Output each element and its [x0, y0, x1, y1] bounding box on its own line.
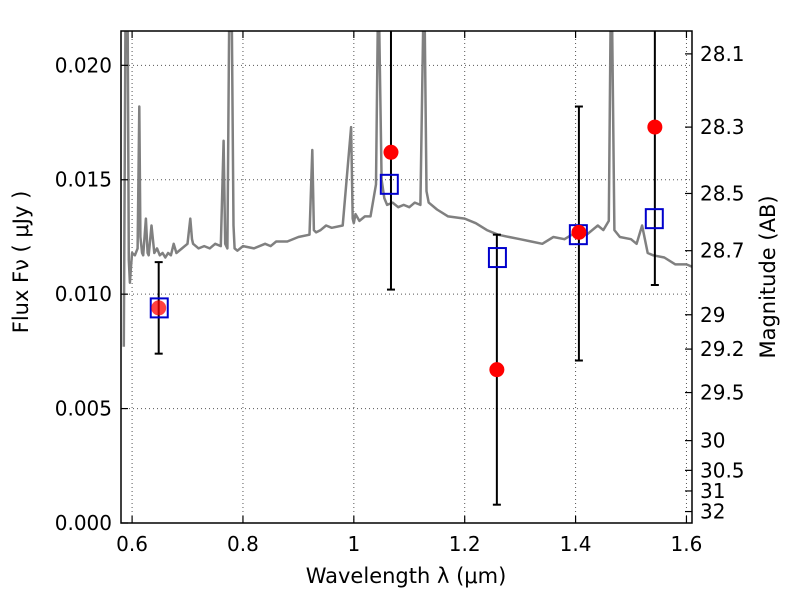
y-tick-label: 0.010 [55, 282, 112, 306]
y2-tick-label: 28.5 [700, 181, 745, 205]
y-tick-label: 0.015 [55, 168, 112, 192]
x-tick-label: 1.6 [671, 532, 703, 556]
spectrum-line [122, 31, 692, 347]
y-tick-label: 0.000 [55, 511, 112, 535]
y-tick-label: 0.005 [55, 397, 112, 421]
x-axis-title: Wavelength λ (μm) [306, 564, 507, 588]
model-square-point [644, 208, 664, 230]
y-tick-label: 0.020 [55, 53, 112, 77]
observed-point [571, 224, 587, 240]
axes: 0.6 0.8 1 1.2 1.4 1.6 0.000 0.005 0.010 0.015 0.02… [55, 30, 745, 556]
grid [121, 31, 692, 523]
x-tick-label: 0.8 [227, 532, 259, 556]
observed-point [151, 300, 167, 316]
y2-tick-label: 30 [700, 429, 725, 453]
y2-axis-title: Magnitude (AB) [756, 195, 780, 358]
y2-tick-label: 28.7 [700, 239, 745, 263]
y-axis-title: Flux Fν ( μJy ) [9, 191, 33, 334]
plot-area [122, 31, 692, 506]
y2-tick-label: 28.1 [700, 42, 745, 66]
observed-point [489, 362, 505, 378]
y2-tick-label: 29 [700, 303, 725, 327]
y2-tick-label: 30.5 [700, 458, 745, 482]
observed-point [383, 144, 399, 160]
model-square-point [149, 297, 169, 319]
y2-tick-label: 28.3 [700, 115, 745, 139]
x-tick-label: 1.2 [449, 532, 481, 556]
model-square-point [487, 247, 507, 269]
y2-tick-label: 29.2 [700, 337, 745, 361]
x-tick-label: 1 [347, 532, 360, 556]
y2-tick-label: 32 [700, 500, 725, 524]
x-tick-label: 0.6 [116, 532, 148, 556]
axes-frame [120, 30, 693, 524]
x-tick-label: 1.4 [560, 532, 592, 556]
y2-tick-label: 31 [700, 479, 725, 503]
y2-tick-label: 29.5 [700, 381, 745, 405]
observed-point [647, 119, 663, 135]
model-square-point [379, 173, 399, 195]
labels: Wavelength λ (μm) Flux Fν ( μJy ) Magnit… [9, 191, 780, 588]
